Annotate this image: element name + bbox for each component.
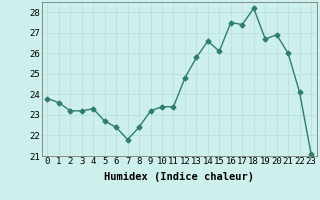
X-axis label: Humidex (Indice chaleur): Humidex (Indice chaleur) <box>104 172 254 182</box>
